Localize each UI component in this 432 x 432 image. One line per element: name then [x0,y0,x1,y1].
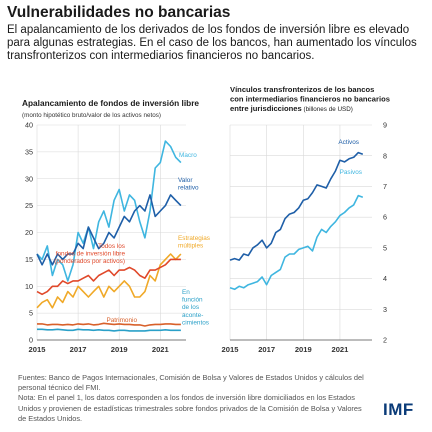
series-label-line: Macro [179,152,197,159]
y-tick-label: 9 [383,121,387,130]
x-tick-label: 2017 [70,345,87,354]
series-label-line: Valor [178,177,193,184]
y-tick-label: 0 [29,336,33,345]
y-tick-label: 35 [25,147,33,156]
chart-2-title: Vínculos transfronterizos de los bancos c… [230,85,390,113]
series-line [37,322,181,327]
x-tick-label: 2015 [29,345,47,354]
y-tick-label: 10 [25,282,33,291]
series-label: En función de los aconte-cimientos [182,289,209,326]
y-tick-label: 8 [383,151,387,160]
y-tick-label: 2 [383,336,387,345]
series-line [229,194,364,291]
y-tick-label: 30 [25,174,33,183]
series-label-line: cimientos [182,319,209,326]
y-tick-label: 40 [25,121,33,130]
y-tick-label: 7 [383,182,387,191]
y-tick-label: 20 [25,228,33,237]
series-label: Pasivos [340,169,362,176]
footer-sources: Fuentes: Banco de Pagos Internacionales,… [18,373,364,393]
page-title: Vulnerabilidades no bancarias [7,4,231,21]
series-line [36,140,182,282]
y-tick-label: 5 [383,243,387,252]
imf-logo: IMF [383,400,414,419]
series-label: Valor relativo [178,177,199,192]
series-label-line: función [182,297,203,304]
series-label-line: Todos los [98,243,125,250]
series-line [229,151,364,261]
series-label-line: múltiples [178,243,203,250]
y-tick-label: 3 [383,305,387,314]
x-tick-label: 2021 [152,345,170,354]
series-label: Activos [338,139,359,146]
series-label: Todos los fondos de inversión libre (ponde… [54,243,125,265]
chart-2-title-line: entre jurisdicciones [230,104,302,113]
series-label-line: aconte- [182,312,203,319]
footer: Fuentes: Banco de Pagos Internacionales,… [18,373,368,424]
x-tick-label: 2019 [111,345,128,354]
chart-2-title-line: Vínculos transfronterizos de los bancos [230,85,374,94]
chart-1-subtitle: (monto hipotético bruto/valor de los act… [22,112,161,119]
x-tick-label: 2015 [222,345,240,354]
series-label-line: de los [182,304,199,311]
series-label-line: Patrimonio [106,317,137,324]
series-label-line: Pasivos [340,169,362,176]
chart-2-unit-label: (billones de USD) [302,106,353,113]
footer-note: Nota: En el panel 1, los datos correspon… [18,393,362,423]
series-label: Estrategias múltiples [178,235,210,250]
series-label: Macro [179,152,197,159]
y-tick-label: 4 [383,274,387,283]
y-tick-label: 6 [383,213,387,222]
page-subtitle: El apalancamiento de los derivados de lo… [7,24,417,63]
series-label-line: Activos [338,139,359,146]
series-line [36,253,182,309]
series-line [37,328,181,332]
chart-2-title-line: con intermediarios financieros no bancar… [230,95,390,104]
series-label-line: Estrategias [178,235,210,242]
x-tick-label: 2021 [331,345,349,354]
y-tick-label: 25 [25,201,33,210]
series-label-line: En [182,289,190,296]
series-line [36,194,182,266]
series-label: Patrimonio [106,317,137,324]
series-label-line: relativo [178,185,199,192]
y-tick-label: 5 [29,309,33,318]
chart-1-title: Apalancamiento de fondos de inversión li… [22,98,199,108]
x-tick-label: 2019 [295,345,312,354]
series-line [36,258,181,296]
series-label-line: (ponderados por activos) [54,258,125,265]
y-tick-label: 15 [25,255,33,264]
x-tick-label: 2017 [258,345,275,354]
series-label-line: fondos de inversión libre [56,251,126,258]
